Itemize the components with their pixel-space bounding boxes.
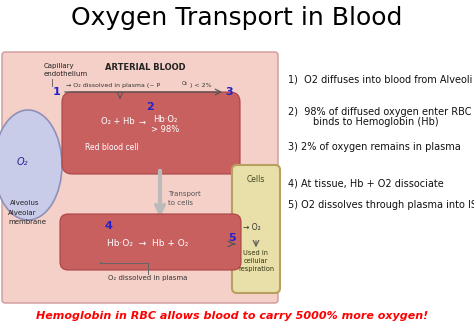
FancyBboxPatch shape bbox=[232, 165, 280, 293]
Text: → O₂ dissolved in plasma (~ P: → O₂ dissolved in plasma (~ P bbox=[66, 83, 160, 88]
Text: binds to Hemoglobin (Hb): binds to Hemoglobin (Hb) bbox=[288, 117, 438, 127]
Text: O₂ + Hb: O₂ + Hb bbox=[101, 117, 135, 126]
Text: Hb·O₂  →  Hb + O₂: Hb·O₂ → Hb + O₂ bbox=[107, 240, 189, 248]
Text: Cells: Cells bbox=[247, 175, 265, 185]
Text: Alveolar: Alveolar bbox=[8, 210, 36, 216]
FancyBboxPatch shape bbox=[62, 92, 240, 174]
Text: cellular: cellular bbox=[244, 258, 268, 264]
Text: membrane: membrane bbox=[8, 219, 46, 225]
Text: 1: 1 bbox=[53, 87, 61, 97]
Text: 1)  O2 diffuses into blood from Alveoli: 1) O2 diffuses into blood from Alveoli bbox=[288, 75, 473, 85]
Text: respiration: respiration bbox=[238, 266, 274, 272]
Text: O₂: O₂ bbox=[182, 81, 188, 86]
Text: 2)  98% of diffused oxygen enter RBC: 2) 98% of diffused oxygen enter RBC bbox=[288, 107, 472, 117]
Text: Transport: Transport bbox=[168, 191, 201, 197]
Text: 5) O2 dissolves through plasma into ISF: 5) O2 dissolves through plasma into ISF bbox=[288, 200, 474, 210]
Text: Hemoglobin in RBC allows blood to carry 5000% more oxygen!: Hemoglobin in RBC allows blood to carry … bbox=[36, 311, 428, 321]
Text: > 98%: > 98% bbox=[151, 126, 179, 135]
Text: → O₂: → O₂ bbox=[243, 224, 261, 232]
Text: ARTERIAL BLOOD: ARTERIAL BLOOD bbox=[105, 63, 185, 72]
Text: 4: 4 bbox=[104, 221, 112, 231]
Text: 4) At tissue, Hb + O2 dissociate: 4) At tissue, Hb + O2 dissociate bbox=[288, 178, 444, 188]
FancyBboxPatch shape bbox=[60, 214, 241, 270]
Text: 5: 5 bbox=[228, 233, 236, 243]
Text: O₂: O₂ bbox=[16, 157, 28, 167]
Text: Red blood cell: Red blood cell bbox=[85, 143, 139, 153]
Text: 2: 2 bbox=[146, 102, 154, 112]
Text: Oxygen Transport in Blood: Oxygen Transport in Blood bbox=[71, 6, 403, 30]
Text: 3: 3 bbox=[225, 87, 233, 97]
FancyBboxPatch shape bbox=[2, 52, 278, 303]
Text: O₂ dissolved in plasma: O₂ dissolved in plasma bbox=[109, 275, 188, 281]
Text: ) < 2%: ) < 2% bbox=[190, 83, 211, 88]
Text: →: → bbox=[138, 117, 146, 126]
Ellipse shape bbox=[0, 110, 62, 220]
Text: Alveolus: Alveolus bbox=[10, 200, 39, 206]
Text: Used in: Used in bbox=[244, 250, 268, 256]
Text: Capillary: Capillary bbox=[44, 63, 74, 69]
Text: Hb·O₂: Hb·O₂ bbox=[153, 115, 177, 125]
Text: to cells: to cells bbox=[168, 200, 193, 206]
Text: endothelium: endothelium bbox=[44, 71, 88, 77]
Text: 3) 2% of oxygen remains in plasma: 3) 2% of oxygen remains in plasma bbox=[288, 142, 461, 152]
